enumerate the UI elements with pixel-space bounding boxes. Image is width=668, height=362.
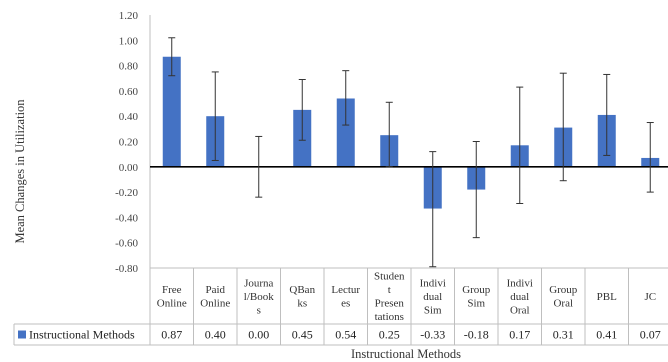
category-label: es xyxy=(341,298,350,310)
category-label: Indivi xyxy=(420,277,446,289)
category-label: t xyxy=(388,284,391,296)
category-label: Studen xyxy=(374,271,405,283)
category-label: Paid xyxy=(205,284,225,296)
y-tick-label: 0.40 xyxy=(119,111,139,123)
data-value-label: 0.31 xyxy=(553,328,574,342)
category-label: Indivi xyxy=(507,277,533,289)
legend-label: Instructional Methods xyxy=(29,328,135,342)
category-label: Free xyxy=(162,284,182,296)
category-label: ks xyxy=(297,298,307,310)
category-label: Group xyxy=(549,284,578,296)
y-tick-label: -0.20 xyxy=(115,187,138,199)
y-tick-label: 1.20 xyxy=(119,10,139,22)
data-value-label: 0.54 xyxy=(335,328,356,342)
y-tick-label: 0.80 xyxy=(119,61,139,73)
category-label: PBL xyxy=(597,291,617,303)
data-value-label: 0.40 xyxy=(205,328,226,342)
y-tick-label: 0.00 xyxy=(119,162,139,174)
data-value-label: 0.87 xyxy=(161,328,182,342)
category-label: Journa xyxy=(244,277,273,289)
category-label: Oral xyxy=(510,304,530,316)
category-label: Oral xyxy=(553,298,573,310)
legend-swatch xyxy=(18,330,26,339)
data-value-label: -0.33 xyxy=(420,328,445,342)
category-label: Sim xyxy=(467,298,485,310)
category-label: Presen xyxy=(375,298,405,310)
data-value-label: 0.17 xyxy=(509,328,530,342)
category-label: dual xyxy=(510,291,529,303)
category-label: s xyxy=(257,304,261,316)
category-label: Online xyxy=(157,298,187,310)
category-label: l/Book xyxy=(244,291,274,303)
category-label: Sim xyxy=(424,304,442,316)
data-value-label: 0.41 xyxy=(596,328,617,342)
category-label: dual xyxy=(423,291,442,303)
data-value-label: 0.45 xyxy=(292,328,313,342)
y-tick-label: 0.60 xyxy=(119,86,139,98)
y-axis-title: Mean Changes in Utilization xyxy=(13,99,27,244)
bar xyxy=(336,98,355,167)
category-label: JC xyxy=(644,291,656,303)
category-label: Group xyxy=(462,284,491,296)
data-value-label: 0.00 xyxy=(248,328,269,342)
category-label: QBan xyxy=(289,284,315,296)
y-tick-label: 1.00 xyxy=(119,35,139,47)
category-label: Lectur xyxy=(331,284,360,296)
bar xyxy=(162,56,181,167)
category-label: tations xyxy=(375,311,404,323)
category-label: Online xyxy=(200,298,230,310)
y-tick-label: -0.40 xyxy=(115,212,138,224)
y-tick-label: 0.20 xyxy=(119,137,139,149)
data-value-label: 0.25 xyxy=(379,328,400,342)
x-axis-title: Instructional Methods xyxy=(351,347,461,361)
y-tick-label: -0.80 xyxy=(115,263,138,275)
y-tick-label: -0.60 xyxy=(115,238,138,250)
data-value-label: 0.07 xyxy=(640,328,661,342)
data-value-label: -0.18 xyxy=(464,328,489,342)
